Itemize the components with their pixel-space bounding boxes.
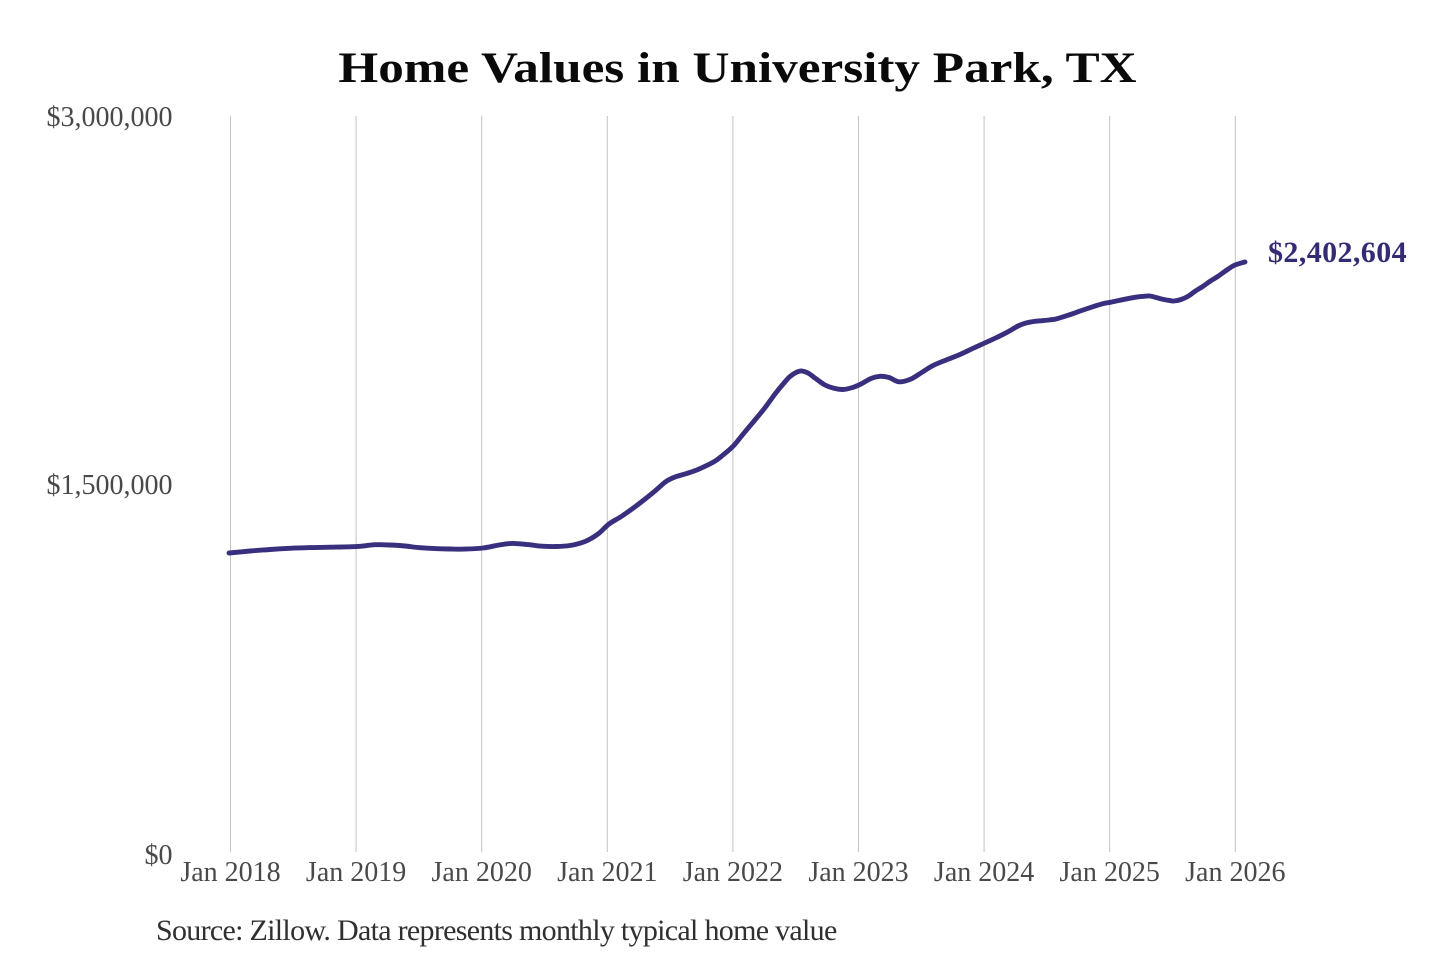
svg-text:$2,402,604: $2,402,604 bbox=[1268, 236, 1407, 269]
svg-text:$1,500,000: $1,500,000 bbox=[47, 470, 173, 501]
svg-text:Jan 2021: Jan 2021 bbox=[557, 857, 657, 888]
svg-text:Jan 2019: Jan 2019 bbox=[306, 857, 406, 888]
svg-text:Source: Zillow. Data represent: Source: Zillow. Data represents monthly … bbox=[156, 914, 837, 947]
svg-text:Home Values in University Park: Home Values in University Park, TX bbox=[338, 45, 1136, 92]
svg-text:Jan 2024: Jan 2024 bbox=[934, 857, 1034, 888]
svg-text:Jan 2025: Jan 2025 bbox=[1060, 857, 1160, 888]
svg-text:$0: $0 bbox=[145, 840, 173, 871]
svg-text:Jan 2023: Jan 2023 bbox=[808, 857, 908, 888]
svg-text:$3,000,000: $3,000,000 bbox=[47, 102, 173, 133]
svg-text:Jan 2020: Jan 2020 bbox=[432, 857, 532, 888]
svg-text:Jan 2018: Jan 2018 bbox=[180, 857, 280, 888]
svg-text:Jan 2022: Jan 2022 bbox=[683, 857, 783, 888]
svg-text:Jan 2026: Jan 2026 bbox=[1185, 857, 1285, 888]
